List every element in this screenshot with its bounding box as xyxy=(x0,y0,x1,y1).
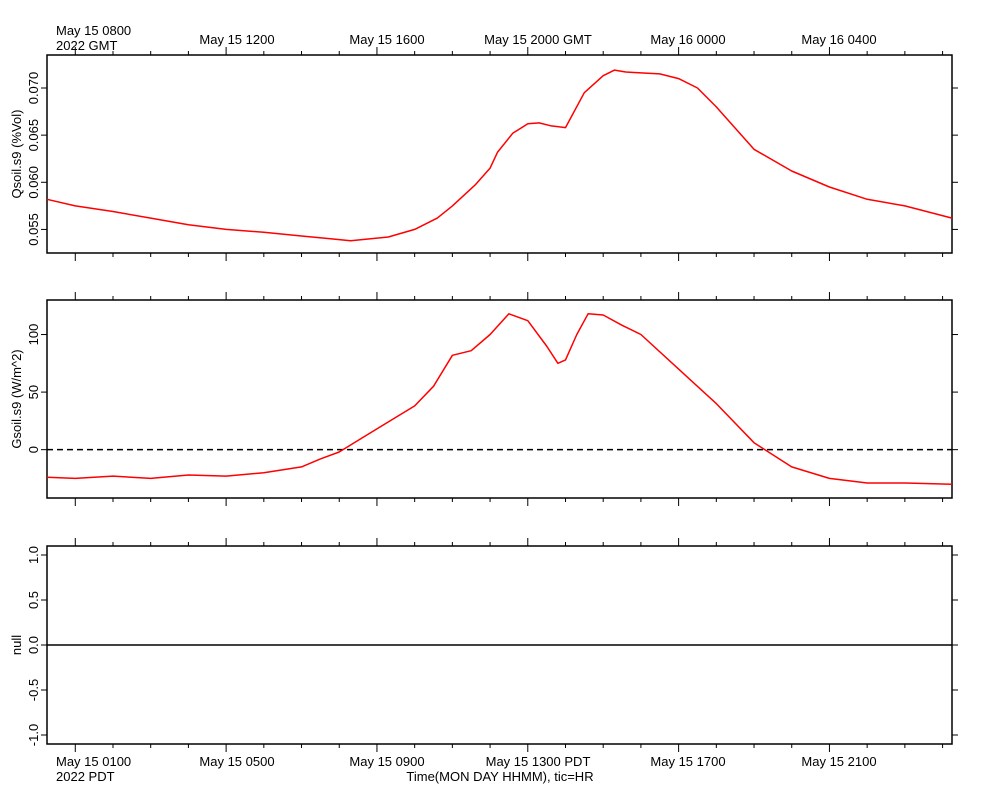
y-tick-label: 0.065 xyxy=(26,119,41,152)
y-tick-label: 0.070 xyxy=(26,72,41,105)
top-tick-label: May 16 0400 xyxy=(801,32,876,47)
plot-frame xyxy=(46,54,953,254)
y-tick-label: 0 xyxy=(26,446,41,453)
top-axis-start-label: May 15 0800 xyxy=(56,23,131,38)
top-tick-label: May 15 1200 xyxy=(199,32,274,47)
y-tick-label: 1.0 xyxy=(26,546,41,564)
plot-frame xyxy=(46,299,953,499)
y-tick-label: 0.5 xyxy=(26,591,41,609)
bottom-tick-label: May 15 0900 xyxy=(349,754,424,769)
y-tick-label: 50 xyxy=(26,385,41,399)
bottom-tick-label: May 15 2100 xyxy=(801,754,876,769)
top-tick-label: May 15 1600 xyxy=(349,32,424,47)
bottom-tick-label: May 15 0500 xyxy=(199,754,274,769)
top-tick-label: May 16 0000 xyxy=(650,32,725,47)
bottom-tick-label: May 15 1300 PDT xyxy=(486,754,591,769)
bottom-axis-start-label: May 15 0100 xyxy=(56,754,131,769)
x-axis-title: Time(MON DAY HHMM), tic=HR xyxy=(406,769,593,784)
y-tick-label: 0.055 xyxy=(26,213,41,246)
y-tick-label: 100 xyxy=(26,324,41,346)
y-tick-label: -1.0 xyxy=(26,724,41,746)
series-line xyxy=(46,313,953,485)
bottom-tick-label: May 15 1700 xyxy=(650,754,725,769)
y-axis-title: null xyxy=(9,635,24,655)
series-line xyxy=(46,69,953,242)
top-axis-start-year: 2022 GMT xyxy=(56,38,117,53)
top-tick-label: May 15 2000 GMT xyxy=(484,32,592,47)
y-axis-title: Qsoil.s9 (%Vol) xyxy=(9,110,24,199)
y-tick-label: 0.060 xyxy=(26,166,41,199)
y-tick-label: 0.0 xyxy=(26,636,41,654)
y-tick-label: -0.5 xyxy=(26,679,41,701)
y-axis-title: Gsoil.s9 (W/m^2) xyxy=(9,349,24,448)
bottom-axis-start-year: 2022 PDT xyxy=(56,769,115,784)
